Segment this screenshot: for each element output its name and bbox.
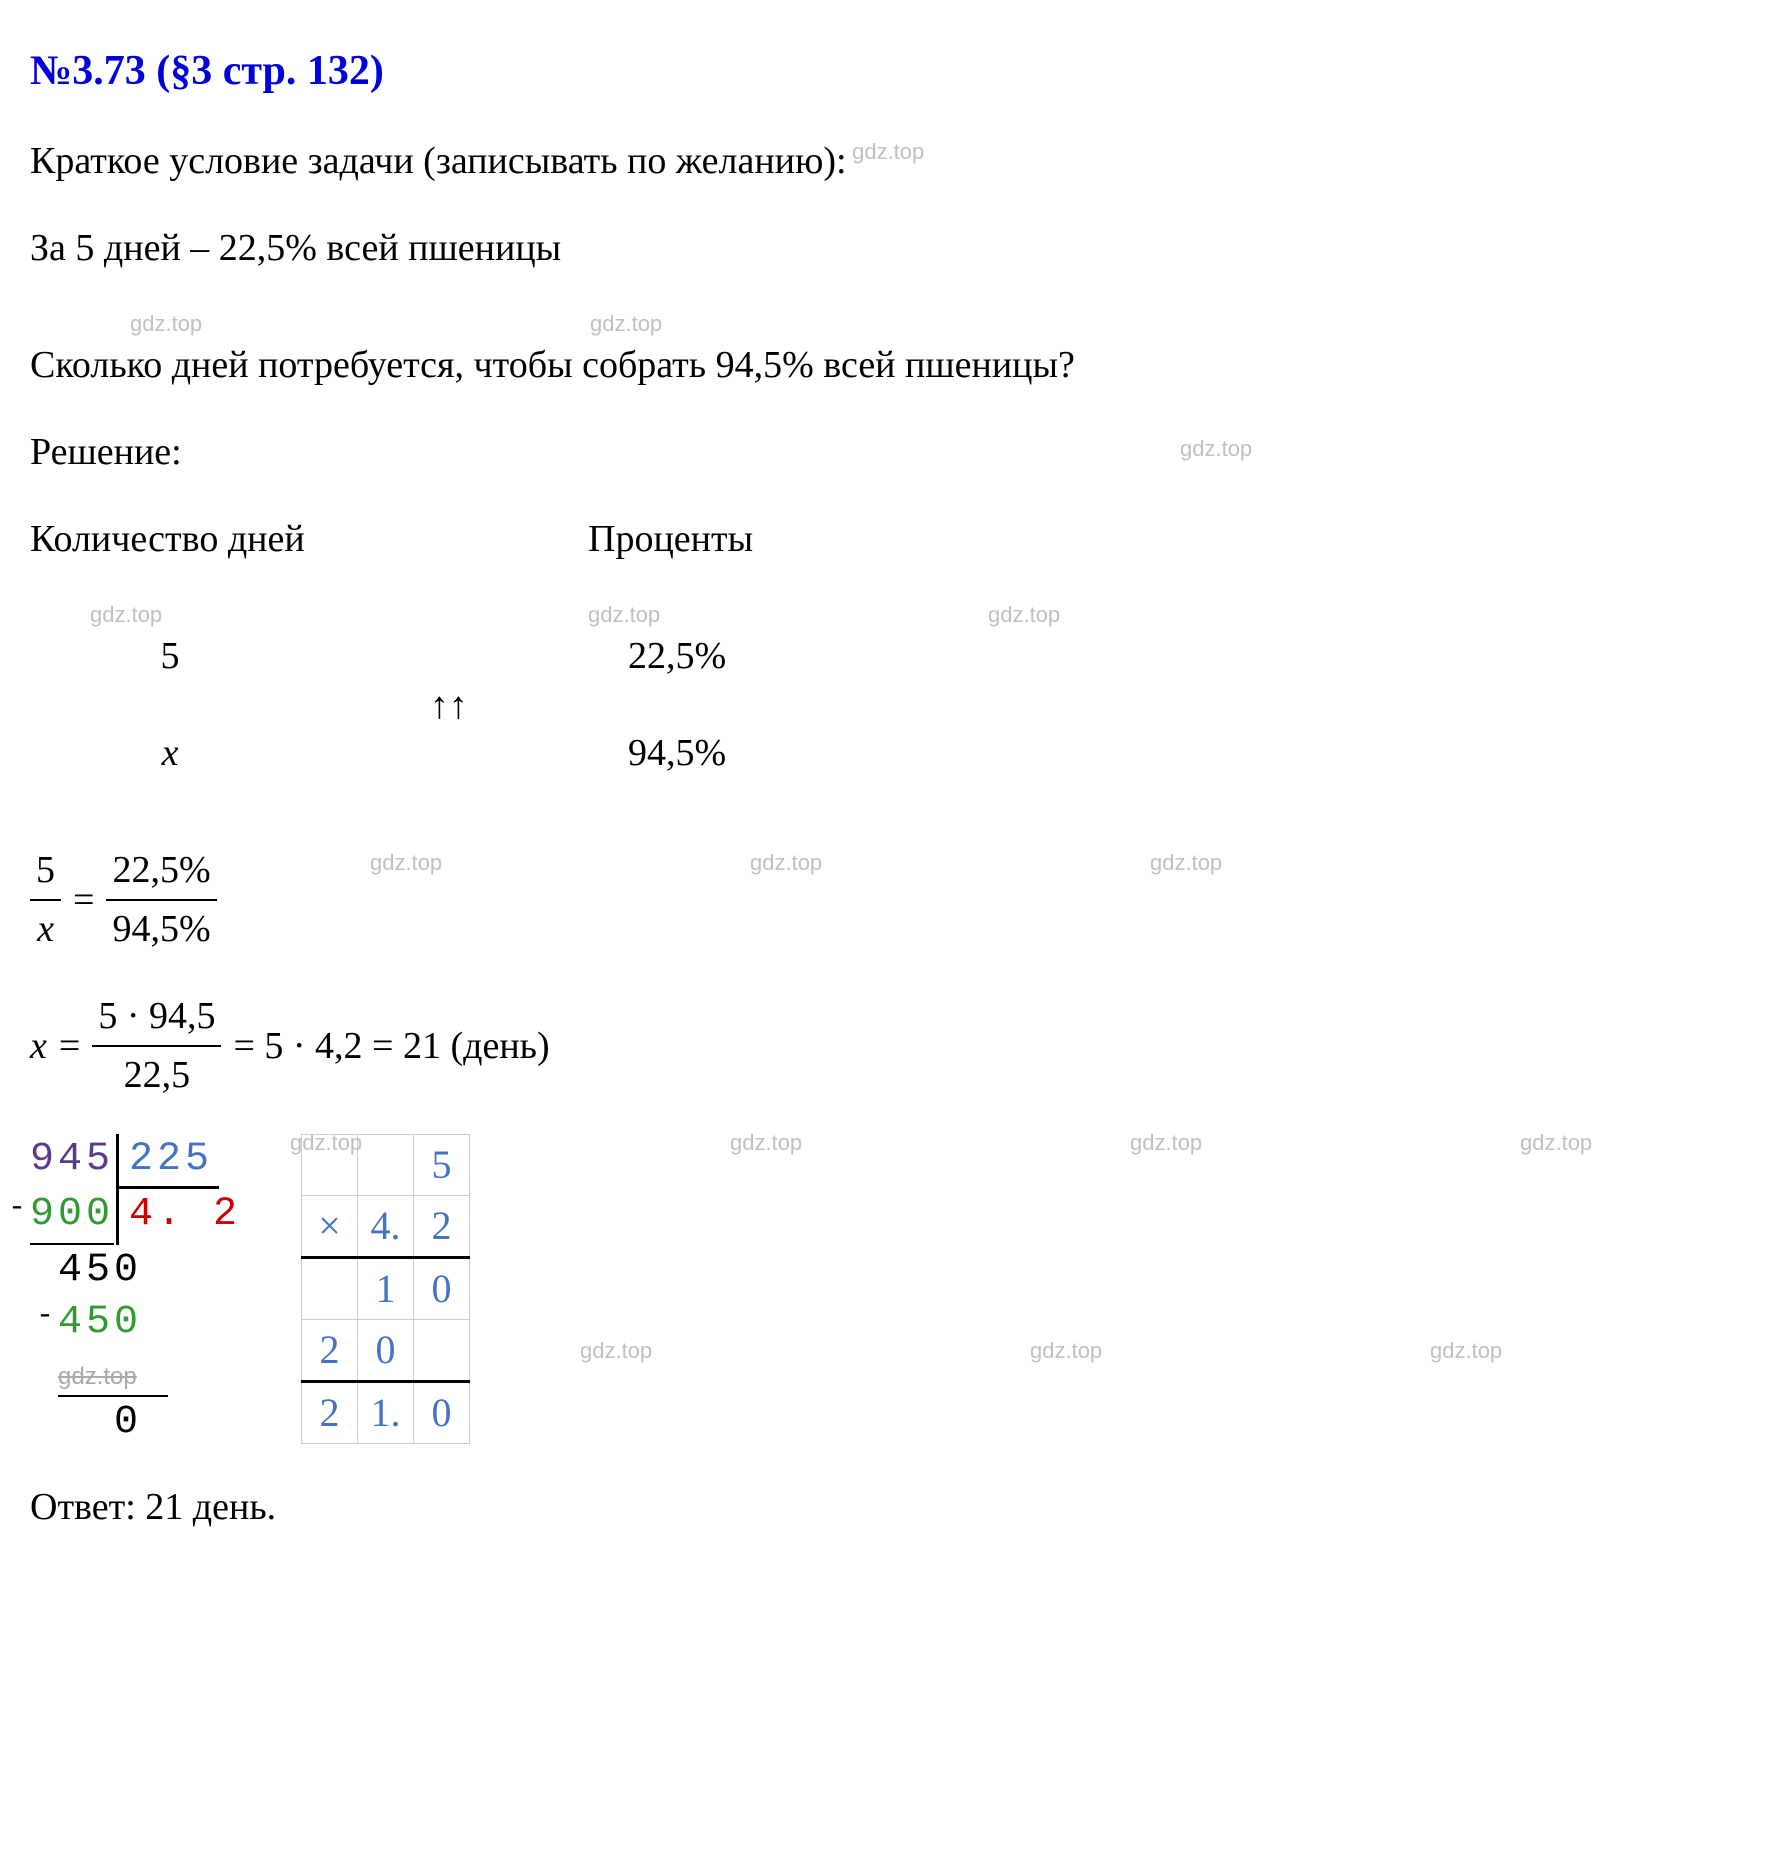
watermark: gdz.top xyxy=(852,139,924,164)
document-root: №3.73 (§3 стр. 132) Краткое условие зада… xyxy=(30,40,1742,1536)
mult-cell: 5 xyxy=(414,1135,470,1196)
mult-cell: 4. xyxy=(358,1196,414,1258)
watermark: gdz.top xyxy=(1520,1126,1592,1159)
proportion-equation: 5 x = 22,5% 94,5% gdz.top gdz.top gdz.to… xyxy=(30,842,1742,958)
mult-cell xyxy=(414,1320,470,1382)
watermark: gdz.top xyxy=(1150,846,1222,879)
watermark: gdz.top xyxy=(90,598,162,631)
watermark-row: gdz.top gdz.top xyxy=(30,307,1742,337)
watermark: gdz.top xyxy=(130,307,202,340)
watermark: gdz.top xyxy=(1130,1126,1202,1159)
mult-operator: × xyxy=(302,1196,358,1258)
right-fraction: 22,5% 94,5% xyxy=(106,842,216,958)
days-header: Количество дней xyxy=(30,511,310,568)
calc-numerator: 5 · 94,5 xyxy=(92,988,221,1047)
watermark: gdz.top xyxy=(1430,1334,1502,1367)
watermark: gdz.top xyxy=(1030,1334,1102,1367)
right-numerator: 22,5% xyxy=(106,842,216,901)
left-fraction: 5 x xyxy=(30,842,61,958)
multiplication-grid: 5 × 4. 2 1 0 2 0 2 1. 0 xyxy=(301,1134,470,1444)
days-column: Количество дней gdz.top 5 x xyxy=(30,511,310,812)
watermark: gdz.top xyxy=(580,1334,652,1367)
minus-sign: - xyxy=(36,1297,54,1336)
mult-cell: 0 xyxy=(414,1382,470,1444)
proportion-table: Количество дней gdz.top 5 x ↑↑ Проценты … xyxy=(30,511,1742,812)
mult-cell: 2 xyxy=(302,1382,358,1444)
mult-cell: 0 xyxy=(358,1320,414,1382)
equals-sign: = xyxy=(59,1018,80,1075)
subtract-1: 900 xyxy=(30,1189,114,1245)
watermark: gdz.top xyxy=(588,598,660,631)
remainder-2: 0 xyxy=(30,1397,241,1449)
problem-title: №3.73 (§3 стр. 132) xyxy=(30,40,1742,103)
mult-cell: 1. xyxy=(358,1382,414,1444)
mult-cell: 1 xyxy=(358,1258,414,1320)
given-line-1: За 5 дней – 22,5% всей пшеницы xyxy=(30,220,1742,277)
x-lhs: x xyxy=(30,1018,47,1075)
calc-fraction: 5 · 94,5 22,5 xyxy=(92,988,221,1104)
divisor: 225 xyxy=(116,1134,219,1189)
mult-cell: 2 xyxy=(414,1196,470,1258)
percent-row-1: 22,5% xyxy=(588,628,868,685)
calc-rest: = 5 · 4,2 = 21 (день) xyxy=(233,1018,549,1075)
watermark-strike: gdz.top xyxy=(58,1363,137,1390)
percent-header: Проценты xyxy=(588,511,868,568)
remainder-1: 450 xyxy=(30,1245,241,1297)
given-line-2: Сколько дней потребуется, чтобы собрать … xyxy=(30,337,1742,394)
left-denominator: x xyxy=(30,901,61,958)
mult-cell xyxy=(358,1135,414,1196)
watermark: gdz.top xyxy=(590,307,662,340)
solution-label: Решение: xyxy=(30,431,182,473)
days-row-1: 5 xyxy=(30,628,310,685)
percent-column: Проценты gdz.top gdz.top 22,5% 94,5% xyxy=(588,511,868,812)
watermark: gdz.top xyxy=(1180,432,1252,465)
direction-arrows: ↑↑ xyxy=(430,678,468,735)
mult-cell xyxy=(302,1258,358,1320)
dividend: 945 xyxy=(30,1134,114,1189)
left-numerator: 5 xyxy=(30,842,61,901)
calc-denominator: 22,5 xyxy=(92,1047,221,1104)
quotient: 4. 2 xyxy=(116,1189,241,1245)
equals-sign: = xyxy=(73,872,94,929)
answer-line: Ответ: 21 день. xyxy=(30,1479,1742,1536)
percent-row-2: 94,5% xyxy=(588,725,868,782)
long-division: 945 225 - 900 4. 2 450 - 450 xyxy=(30,1134,241,1449)
right-denominator: 94,5% xyxy=(106,901,216,958)
mult-cell: 0 xyxy=(414,1258,470,1320)
arithmetic-area: gdz.top gdz.top gdz.top gdz.top 945 225 … xyxy=(30,1134,1742,1449)
solve-equation: x = 5 · 94,5 22,5 = 5 · 4,2 = 21 (день) xyxy=(30,988,1742,1104)
watermark: gdz.top xyxy=(370,846,442,879)
watermark: gdz.top xyxy=(988,598,1060,631)
days-row-2: x xyxy=(30,725,310,782)
minus-sign: - xyxy=(8,1189,26,1228)
watermark: gdz.top xyxy=(750,846,822,879)
watermark: gdz.top xyxy=(730,1126,802,1159)
watermark: gdz.top xyxy=(290,1126,362,1159)
condition-label: Краткое условие задачи (записывать по же… xyxy=(30,140,847,182)
mult-cell: 2 xyxy=(302,1320,358,1382)
